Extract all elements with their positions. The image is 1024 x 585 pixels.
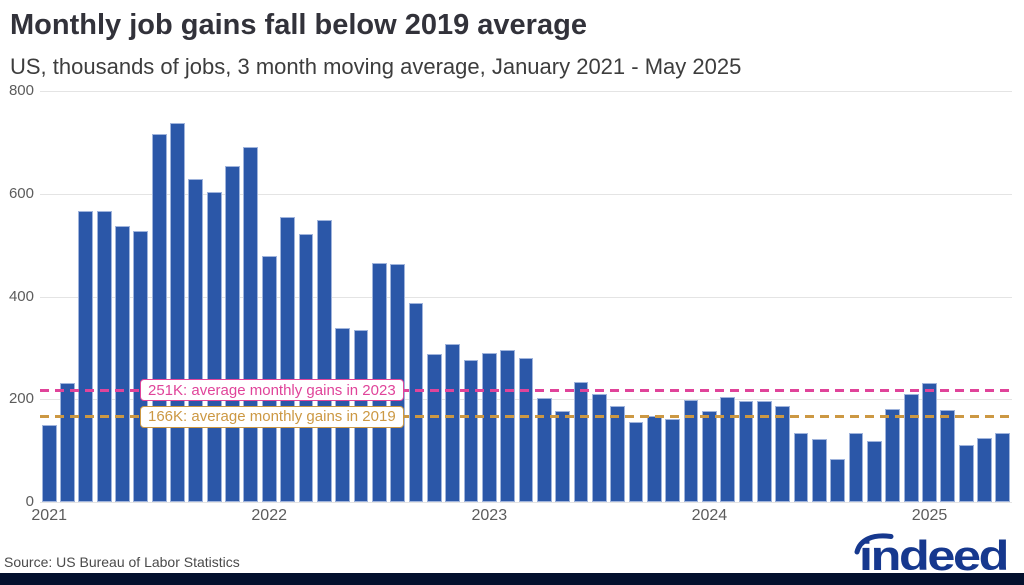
bar-jan-2025	[922, 382, 937, 502]
bar-mar-2022	[298, 234, 314, 502]
bar-sep-2021	[188, 179, 204, 502]
bar-oct-2023	[646, 416, 662, 502]
gridline-y800	[40, 91, 1012, 92]
bar-jan-2021	[41, 424, 57, 502]
bar-feb-2025	[940, 409, 956, 502]
source-note: Source: US Bureau of Labor Statistics	[4, 554, 240, 570]
x-tick-label-2023: 2023	[471, 507, 508, 524]
x-tick-label-2024: 2024	[691, 507, 728, 524]
bar-dec-2021	[243, 147, 259, 502]
gridline-y0	[40, 502, 1012, 503]
bar-feb-2024	[720, 397, 736, 502]
bar-dec-2022	[463, 360, 479, 502]
bar-oct-2024	[867, 440, 882, 502]
bar-sep-2024	[848, 433, 864, 502]
bar-dec-2024	[903, 394, 919, 502]
bar-feb-2023	[500, 350, 516, 502]
bar-nov-2022	[445, 343, 461, 502]
bar-jun-2023	[573, 381, 589, 502]
reference-line-avg-2023	[40, 388, 1012, 392]
bar-jun-2024	[793, 433, 809, 502]
bar-feb-2022	[280, 216, 295, 502]
bar-dec-2023	[683, 399, 699, 502]
bar-mar-2024	[738, 400, 754, 502]
bar-jul-2023	[591, 393, 607, 502]
chart-title: Monthly job gains fall below 2019 averag…	[10, 9, 587, 41]
indeed-logo-swoosh-icon	[854, 533, 894, 555]
bar-may-2023	[555, 411, 571, 502]
x-tick-label-2022: 2022	[251, 507, 287, 524]
bar-apr-2025	[977, 438, 992, 502]
bar-may-2021	[115, 226, 130, 502]
bar-sep-2022	[408, 303, 424, 502]
reference-line-label-avg-2023: 251K: average monthly gains in 2023	[140, 379, 404, 401]
bar-oct-2022	[426, 354, 442, 502]
y-tick-label: 800	[8, 82, 34, 99]
chart-subtitle: US, thousands of jobs, 3 month moving av…	[10, 54, 742, 79]
bar-jul-2021	[151, 134, 167, 502]
bar-nov-2023	[665, 419, 681, 502]
bar-jan-2022	[261, 255, 277, 502]
bar-sep-2023	[628, 422, 644, 502]
bar-may-2025	[995, 432, 1011, 502]
x-tick-label-2025: 2025	[911, 507, 948, 524]
x-tick-label-2021: 2021	[31, 507, 67, 524]
bar-oct-2021	[206, 191, 222, 502]
bar-apr-2022	[316, 220, 332, 502]
y-tick-label: 600	[8, 184, 34, 202]
bar-jul-2024	[812, 438, 827, 502]
bar-jan-2023	[481, 353, 497, 502]
bar-aug-2024	[830, 459, 846, 502]
bar-nov-2024	[885, 408, 901, 502]
reference-line-avg-2019	[40, 415, 1012, 419]
bar-jan-2024	[701, 411, 717, 502]
bar-apr-2024	[756, 400, 772, 502]
bar-feb-2021	[60, 383, 75, 502]
bar-mar-2021	[78, 211, 94, 502]
bar-nov-2021	[225, 166, 240, 502]
bar-aug-2021	[170, 122, 185, 502]
indeed-logo-text: indeed	[859, 532, 1007, 575]
gridline-y400	[40, 296, 1012, 298]
footer-brand-strip	[0, 573, 1024, 585]
bar-jun-2021	[133, 230, 149, 502]
reference-line-label-avg-2019: 166K: average monthly gains in 2019	[140, 405, 404, 428]
bar-aug-2023	[610, 405, 626, 502]
y-tick-label: 200	[8, 390, 34, 408]
bar-may-2024	[775, 405, 791, 502]
bar-mar-2023	[518, 358, 534, 502]
y-tick-label: 400	[8, 287, 34, 305]
bar-mar-2025	[958, 445, 974, 502]
y-tick-label: 0	[25, 493, 34, 510]
gridline-y600	[40, 193, 1012, 195]
bar-apr-2021	[96, 211, 112, 502]
bar-apr-2023	[536, 397, 552, 502]
indeed-logo: indeed	[854, 532, 1009, 575]
